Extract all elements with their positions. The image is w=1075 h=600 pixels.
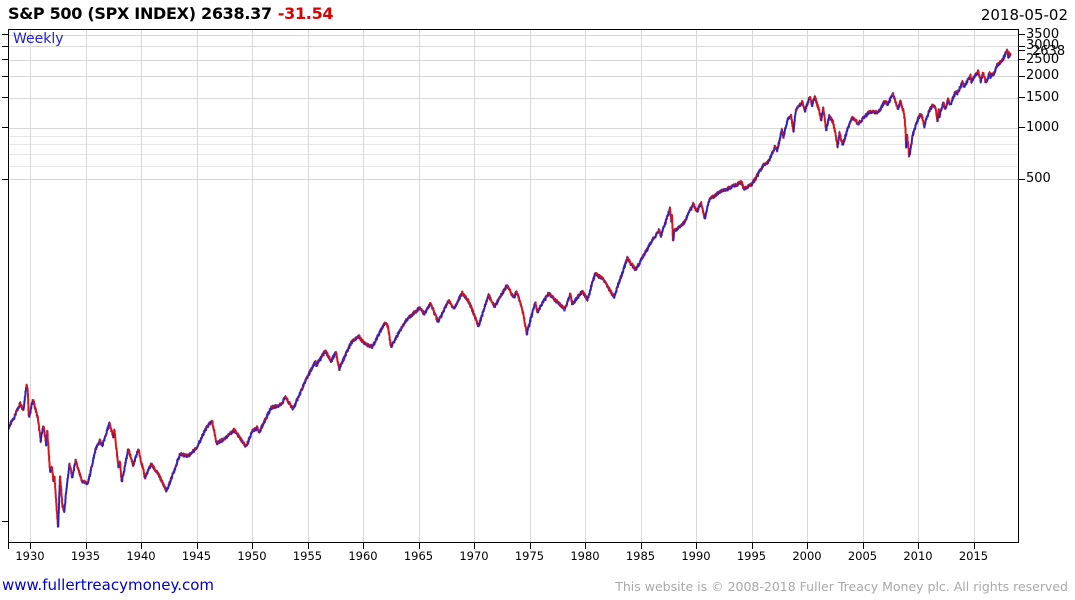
x-axis-label: 1940 <box>126 549 156 563</box>
x-axis-tick <box>585 543 586 549</box>
price-change: -31.54 <box>277 4 334 23</box>
x-axis-tick <box>85 543 87 549</box>
last-price: 2638.37 <box>201 4 272 23</box>
y-axis-tick <box>1019 97 1025 99</box>
x-axis-label: 1950 <box>237 549 267 563</box>
x-axis-tick <box>751 543 753 549</box>
y-axis-tick <box>1019 34 1025 36</box>
x-axis-tick <box>474 543 475 549</box>
x-axis-tick <box>640 543 642 549</box>
x-axis-tick <box>141 543 142 549</box>
x-axis-tick <box>973 543 975 549</box>
x-axis-tick <box>807 543 808 549</box>
current-price-tick <box>1019 50 1025 51</box>
y-axis-tick <box>1019 45 1025 47</box>
x-axis-label: 1955 <box>292 549 323 563</box>
price-chart-canvas <box>9 30 1018 542</box>
x-axis-label: 1975 <box>514 549 545 563</box>
y-axis-label: 500 <box>1026 171 1051 187</box>
y-axis-label: 3000 <box>1026 38 1060 54</box>
y-axis-left-tick <box>2 178 8 180</box>
current-price-label: 2638 <box>1032 43 1066 59</box>
x-axis-tick <box>30 543 31 549</box>
chart-title: S&P 500 (SPX INDEX) 2638.37 -31.54 <box>8 4 334 23</box>
x-axis-label: 1960 <box>348 549 378 563</box>
x-axis-edge-tick <box>8 543 9 549</box>
x-axis-label: 1995 <box>736 549 767 563</box>
frequency-label: Weekly <box>13 31 64 47</box>
x-axis-label: 2000 <box>792 549 822 563</box>
y-axis-left-tick <box>2 59 8 61</box>
x-axis-label: 1990 <box>681 549 711 563</box>
x-axis-tick <box>418 543 420 549</box>
y-axis-left-tick <box>2 75 8 77</box>
y-axis-label: 2000 <box>1026 68 1060 84</box>
x-axis-tick <box>252 543 253 549</box>
website-link[interactable]: www.fullertreacymoney.com <box>2 576 215 594</box>
x-axis-label: 1985 <box>625 549 656 563</box>
y-axis-tick <box>1019 75 1025 77</box>
x-axis-label: 1930 <box>15 549 45 563</box>
x-axis-tick <box>696 543 697 549</box>
y-axis-left-tick <box>2 34 8 36</box>
x-axis-tick <box>307 543 309 549</box>
y-axis-left-tick <box>2 97 8 99</box>
y-axis-left-tick <box>2 45 8 47</box>
y-axis-tick <box>1019 59 1025 61</box>
x-axis-label: 1970 <box>459 549 489 563</box>
x-axis-tick <box>529 543 531 549</box>
y-axis-left-minor-tick <box>2 520 8 522</box>
y-axis-label: 3500 <box>1026 26 1060 42</box>
x-axis-label: 1935 <box>70 549 101 563</box>
y-axis-label: 1500 <box>1026 89 1060 105</box>
instrument-title: S&P 500 (SPX INDEX) <box>8 4 196 23</box>
chart-date: 2018-05-02 <box>980 6 1068 24</box>
x-axis-tick <box>196 543 198 549</box>
y-axis-label: 2500 <box>1026 51 1060 67</box>
x-axis-tick <box>862 543 864 549</box>
x-axis-tick <box>918 543 919 549</box>
y-axis-tick <box>1019 178 1025 180</box>
plot-area: Weekly <box>8 29 1019 543</box>
x-axis-label: 2015 <box>958 549 989 563</box>
x-axis-tick <box>363 543 364 549</box>
copyright-text: This website is © 2008-2018 Fuller Treac… <box>615 579 1068 594</box>
x-axis-label: 2005 <box>847 549 878 563</box>
x-axis-label: 1965 <box>403 549 434 563</box>
y-axis-tick <box>1019 127 1025 129</box>
x-axis-label: 1980 <box>570 549 600 563</box>
x-axis-label: 2010 <box>903 549 933 563</box>
y-axis-left-tick <box>2 127 8 129</box>
x-axis-label: 1945 <box>181 549 212 563</box>
y-axis-label: 1000 <box>1026 119 1060 135</box>
